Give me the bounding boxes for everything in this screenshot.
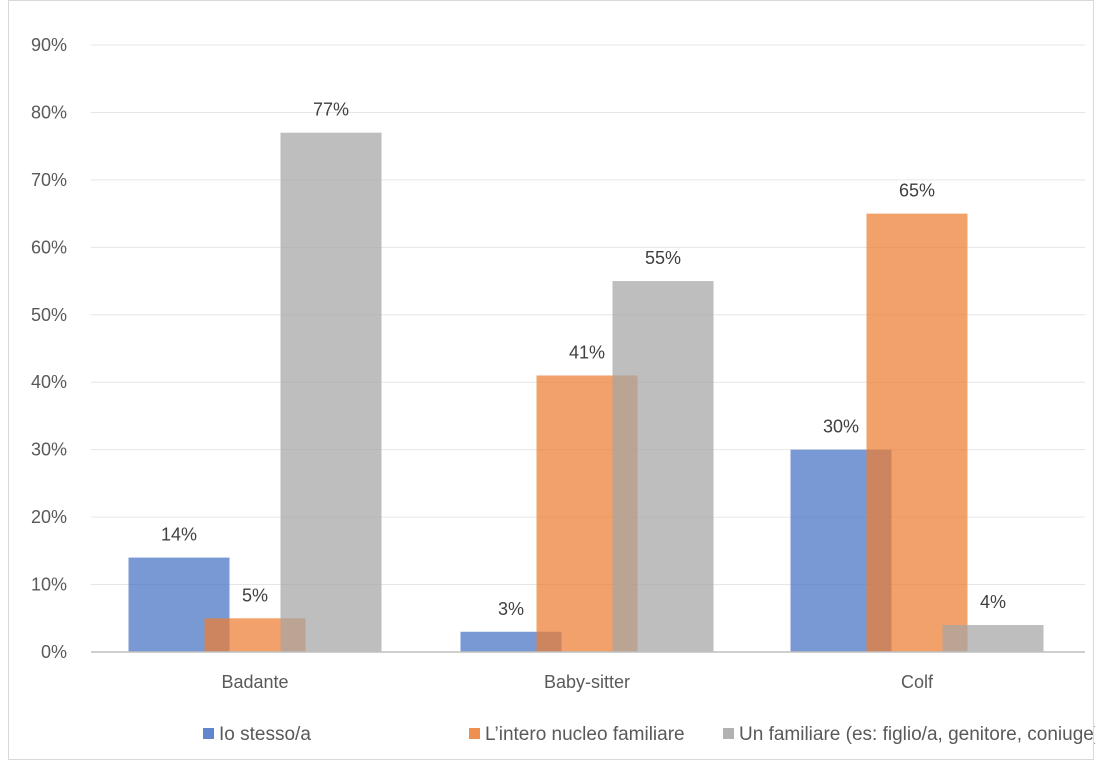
chart-frame: 0% 10% 20% 30% 40% 50% 60% 70% 80% 90% 14% 3% 30% 5%… bbox=[8, 0, 1095, 760]
bars bbox=[128, 132, 1044, 652]
bar-baby-sitter-series-3 bbox=[612, 281, 714, 652]
y-tick-label: 80% bbox=[31, 102, 67, 122]
data-label: 30% bbox=[823, 417, 859, 437]
y-tick-label: 30% bbox=[31, 440, 67, 460]
legend-swatch bbox=[203, 728, 214, 739]
y-tick-label: 70% bbox=[31, 170, 67, 190]
y-tick-label: 50% bbox=[31, 305, 67, 325]
y-tick-label: 10% bbox=[31, 575, 67, 595]
data-label: 4% bbox=[980, 592, 1006, 612]
data-label: 5% bbox=[242, 585, 268, 605]
bar-colf-series-3 bbox=[942, 625, 1044, 652]
data-label: 65% bbox=[899, 181, 935, 201]
data-label: 14% bbox=[161, 525, 197, 545]
gridlines bbox=[91, 44, 1085, 586]
x-category-label: Colf bbox=[901, 672, 934, 692]
legend-swatch bbox=[723, 728, 734, 739]
data-label: 77% bbox=[313, 100, 349, 120]
legend-entry: Io stesso/a bbox=[219, 724, 311, 745]
x-axis-categories: Badante Baby-sitter Colf bbox=[221, 672, 934, 692]
x-category-label: Badante bbox=[221, 672, 288, 692]
legend: Io stesso/a L’intero nucleo familiare Un f… bbox=[203, 724, 1095, 745]
y-tick-label: 60% bbox=[31, 237, 67, 257]
y-tick-label: 40% bbox=[31, 372, 67, 392]
x-category-label: Baby-sitter bbox=[544, 672, 630, 692]
data-labels: 14% 3% 30% 5% 41% 65% 77% 55% 4% bbox=[161, 100, 1006, 619]
data-label: 3% bbox=[498, 599, 524, 619]
y-axis-ticks: 0% 10% 20% 30% 40% 50% 60% 70% 80% 90% bbox=[31, 35, 67, 662]
legend-swatch bbox=[469, 728, 480, 739]
legend-entry: Un familiare (es: figlio/a, genitore, co… bbox=[739, 724, 1095, 745]
data-label: 41% bbox=[569, 342, 605, 362]
bar-colf-series-2 bbox=[866, 213, 968, 652]
y-tick-label: 20% bbox=[31, 507, 67, 527]
bar-badante-series-3 bbox=[280, 132, 382, 652]
y-tick-label: 0% bbox=[41, 642, 67, 662]
data-label: 55% bbox=[645, 248, 681, 268]
bar-baby-sitter-series-1 bbox=[460, 631, 562, 652]
legend-entry: L’intero nucleo familiare bbox=[485, 724, 685, 745]
bar-chart: 0% 10% 20% 30% 40% 50% 60% 70% 80% 90% 14% 3% 30% 5%… bbox=[31, 35, 1095, 745]
y-tick-label: 90% bbox=[31, 35, 67, 55]
